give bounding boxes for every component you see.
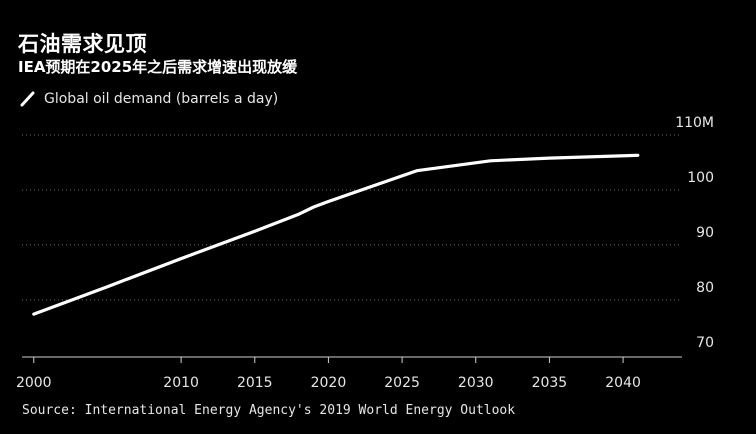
- x-tick-label-2010: 2010: [163, 375, 199, 391]
- legend-label: Global oil demand (barrels a day): [44, 91, 279, 107]
- x-tick-label-2020: 2020: [311, 375, 347, 391]
- source-note: Source: International Energy Agency's 20…: [22, 403, 516, 418]
- x-tick-label-2000: 2000: [16, 375, 52, 391]
- legend-line-icon: [20, 91, 35, 107]
- y-tick-label-70: 70: [696, 335, 714, 351]
- x-tick-label-2025: 2025: [384, 375, 420, 391]
- y-tick-label-110: 110M: [675, 115, 714, 131]
- x-tick-label-2030: 2030: [458, 375, 494, 391]
- series-line-0: [32, 153, 640, 316]
- y-tick-label-80: 80: [696, 280, 714, 296]
- y-tick-label-90: 90: [696, 225, 714, 241]
- chart-subtitle: IEA预期在2025年之后需求增速出现放缓: [18, 58, 298, 76]
- x-tick-label-2040: 2040: [605, 375, 641, 391]
- y-tick-label-100: 100: [687, 170, 714, 186]
- x-tick-label-2015: 2015: [237, 375, 273, 391]
- legend: Global oil demand (barrels a day): [18, 90, 278, 108]
- chart-title: 石油需求见顶: [18, 32, 147, 56]
- x-tick-label-2035: 2035: [532, 375, 568, 391]
